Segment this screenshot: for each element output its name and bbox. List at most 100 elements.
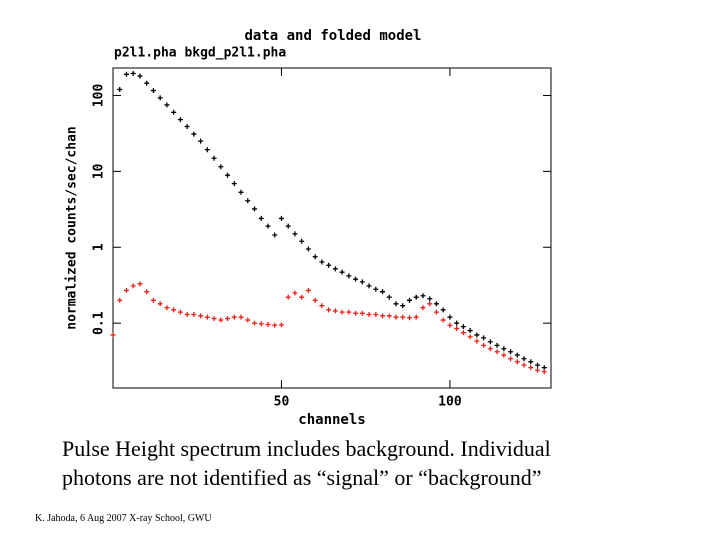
caption: Pulse Height spectrum includes backgroun…	[62, 436, 551, 490]
data-point	[171, 109, 177, 115]
y-tick-label: 10	[92, 163, 107, 179]
chart-title: data and folded model	[244, 28, 421, 44]
data-point	[427, 301, 433, 307]
data-point	[150, 88, 156, 94]
data-point	[312, 297, 318, 303]
data-point	[137, 73, 143, 79]
data-point	[406, 315, 412, 321]
data-point	[164, 102, 170, 108]
data-point	[494, 349, 500, 355]
data-point	[332, 266, 338, 272]
data-point	[299, 238, 305, 244]
data-point	[528, 359, 534, 365]
data-point	[184, 124, 190, 129]
data-point	[285, 223, 291, 229]
data-point	[460, 330, 466, 336]
data-point	[130, 283, 136, 289]
data-point	[433, 309, 439, 315]
y-tick-label: 100	[92, 84, 107, 108]
data-point	[110, 332, 116, 338]
data-point	[508, 349, 514, 355]
data-point	[252, 206, 258, 212]
data-point	[177, 309, 183, 315]
data-point	[413, 314, 419, 320]
data-point	[339, 269, 345, 275]
data-point	[380, 313, 386, 319]
data-point	[144, 80, 150, 86]
data-point	[177, 117, 183, 123]
data-point	[245, 198, 251, 204]
data-point	[238, 189, 244, 195]
data-point	[157, 95, 163, 101]
data-point	[312, 254, 318, 260]
data-point	[400, 303, 406, 309]
data-point	[231, 314, 237, 320]
x-tick-label: 50	[274, 395, 290, 410]
data-point	[292, 290, 298, 296]
data-point	[258, 321, 264, 327]
data-point	[380, 289, 386, 295]
data-point	[420, 305, 426, 311]
data-point	[447, 314, 453, 320]
data-point	[346, 273, 352, 279]
data-point	[487, 339, 493, 345]
data-point	[366, 283, 372, 289]
data-point	[413, 294, 419, 300]
data-point	[487, 346, 493, 352]
data-point	[245, 317, 251, 323]
data-point	[278, 215, 284, 221]
data-point	[386, 294, 392, 300]
data-point	[198, 313, 204, 319]
data-point	[326, 262, 332, 268]
data-point	[326, 307, 332, 313]
data-point	[292, 231, 298, 237]
data-point	[353, 276, 359, 282]
data-point	[373, 286, 379, 292]
data-point	[319, 259, 325, 265]
x-axis-label: channels	[298, 412, 365, 428]
data-point	[319, 303, 325, 309]
data-point	[454, 320, 460, 326]
data-point	[123, 71, 129, 77]
data-point	[204, 314, 210, 320]
data-point	[225, 316, 231, 322]
data-point	[359, 279, 365, 285]
data-point	[164, 305, 170, 311]
data-point	[299, 294, 305, 300]
data-point	[305, 287, 311, 293]
data-point	[359, 310, 365, 316]
data-point	[150, 297, 156, 303]
data-point	[123, 287, 129, 293]
data-point	[218, 317, 224, 323]
data-point	[521, 362, 527, 368]
data-point	[501, 352, 507, 358]
data-point	[541, 369, 547, 375]
y-axis-label: normalized counts/sec/chan	[65, 126, 80, 330]
y-tick-label: 0.1	[92, 311, 107, 335]
data-point	[171, 307, 177, 313]
data-point	[117, 297, 123, 303]
y-tick-label: 1	[92, 243, 107, 251]
data-point	[386, 313, 392, 319]
data-point	[535, 362, 541, 368]
data-point	[137, 281, 143, 287]
data-point	[157, 301, 163, 307]
data-point	[440, 317, 446, 323]
data-point	[447, 322, 453, 328]
data-point	[481, 342, 487, 348]
data-point	[204, 147, 210, 153]
data-point	[474, 332, 480, 338]
data-point	[353, 310, 359, 316]
data-point	[265, 223, 271, 229]
data-point	[528, 365, 534, 371]
plot-frame	[112, 67, 552, 389]
x-tick-label: 100	[438, 395, 462, 410]
data-point	[238, 314, 244, 320]
data-point	[514, 352, 520, 358]
data-point	[332, 308, 338, 314]
data-point	[130, 70, 136, 76]
data-point	[467, 328, 473, 334]
data-point	[211, 316, 217, 322]
data-point	[460, 324, 466, 330]
data-point	[285, 294, 291, 300]
